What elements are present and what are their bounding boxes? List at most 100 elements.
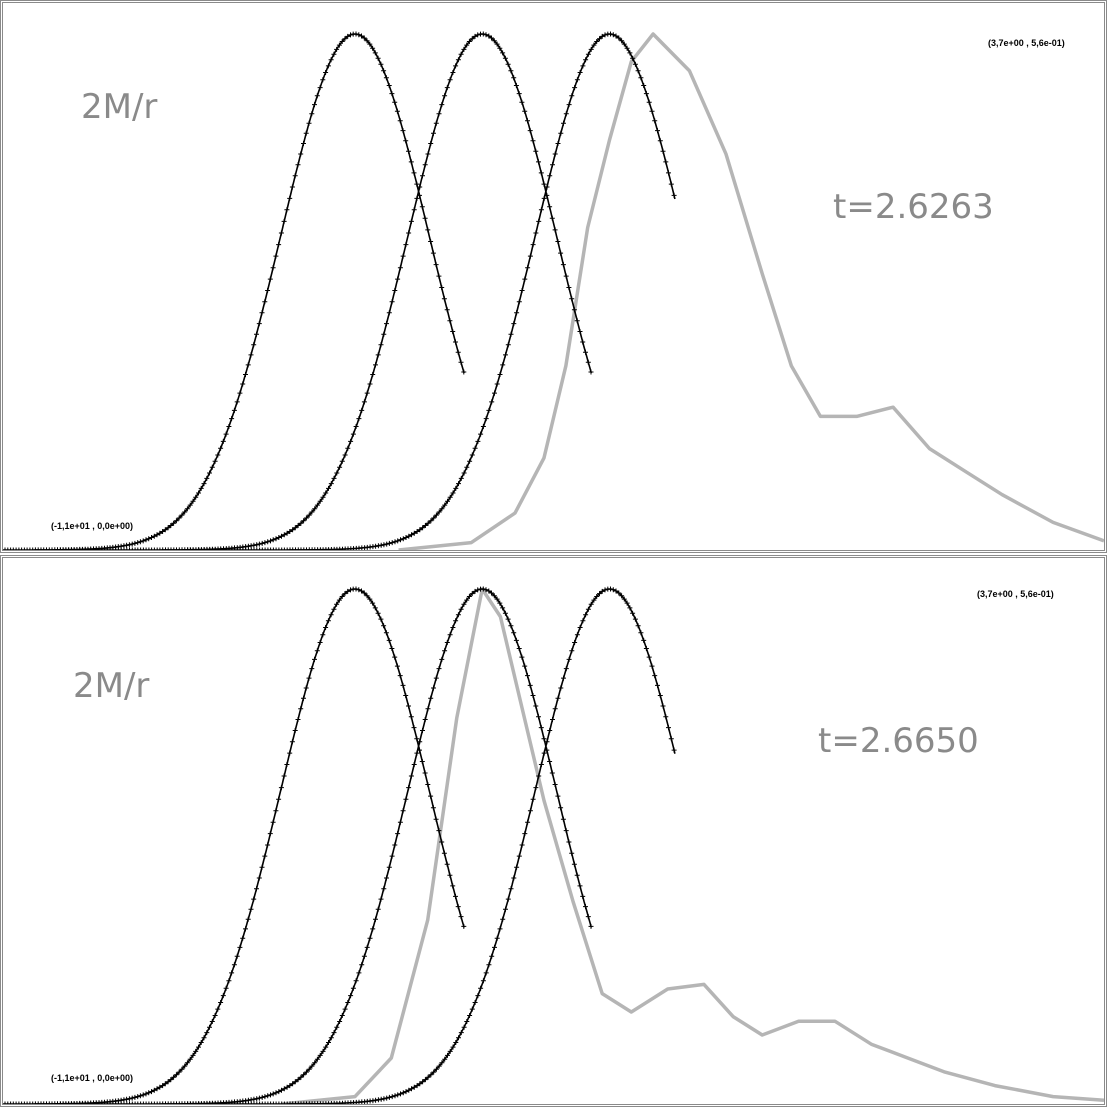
series-marker [433, 1066, 439, 1072]
series-marker [201, 481, 207, 487]
series-marker [547, 204, 553, 210]
series-marker [408, 714, 414, 720]
series-marker [342, 591, 348, 597]
series-marker [497, 926, 503, 932]
series-marker [453, 1040, 459, 1045]
series-marker [146, 1090, 152, 1096]
series-marker [256, 321, 262, 327]
series-marker [447, 1048, 453, 1054]
series-marker [649, 108, 655, 114]
series-marker [638, 630, 644, 636]
series-marker [400, 253, 406, 259]
series-marker [378, 342, 384, 348]
series-marker [348, 32, 353, 38]
series-marker [292, 1079, 298, 1085]
series-marker [124, 547, 130, 550]
series-marker [137, 1093, 143, 1099]
series-marker [118, 547, 124, 550]
plot-area-top [3, 31, 1104, 550]
series-marker [13, 547, 19, 550]
series-marker [273, 808, 279, 814]
series-marker [85, 547, 91, 550]
series-marker [389, 853, 395, 859]
series-marker [334, 1024, 340, 1030]
series-marker [301, 518, 307, 524]
series-marker [500, 362, 506, 368]
series-marker [126, 1096, 132, 1102]
series-marker [602, 32, 608, 38]
series-marker [420, 1079, 426, 1085]
series-marker [450, 625, 456, 630]
series-marker [367, 596, 373, 602]
series-marker [193, 1101, 199, 1104]
series-marker [339, 39, 345, 44]
series-marker [16, 547, 22, 550]
series-marker [461, 1024, 467, 1030]
series-marker [522, 663, 528, 669]
series-marker [563, 111, 569, 117]
series-marker [295, 523, 301, 528]
series-marker [58, 1101, 63, 1104]
time-annotation: t=2.6650 [818, 721, 979, 761]
series-marker [251, 342, 257, 348]
series-marker [93, 547, 99, 550]
series-marker [632, 616, 638, 622]
series-marker [320, 494, 326, 500]
series-marker [30, 547, 36, 550]
series-marker [486, 588, 492, 594]
series-marker [353, 424, 359, 429]
series-marker [173, 1072, 179, 1078]
series-marker [395, 1092, 401, 1098]
series-marker [292, 525, 298, 531]
series-marker [323, 490, 329, 496]
series-marker [464, 42, 470, 48]
series-marker [433, 512, 439, 518]
series-marker [262, 299, 268, 305]
series-marker [210, 547, 216, 550]
series-marker [367, 41, 373, 47]
series-marker [394, 108, 400, 114]
series-marker [450, 490, 456, 496]
series-marker [411, 1084, 417, 1090]
series-marker [290, 527, 296, 533]
series-marker [221, 1101, 227, 1104]
series-marker [525, 673, 530, 679]
series-marker [527, 128, 533, 134]
series-marker [491, 593, 497, 599]
series-marker [472, 445, 478, 451]
series-marker [199, 547, 204, 550]
series-marker [624, 600, 630, 606]
series-marker [375, 610, 381, 616]
series-marker [220, 993, 226, 999]
series-marker [312, 102, 317, 108]
series-marker [469, 452, 475, 458]
series-marker [240, 935, 246, 941]
series-marker [99, 547, 105, 550]
series-marker [21, 1101, 27, 1104]
series-marker [550, 162, 555, 168]
series-marker [411, 530, 417, 536]
series-marker [386, 637, 392, 643]
series-marker [395, 276, 401, 282]
series-marker [566, 102, 572, 108]
series-marker [303, 130, 309, 136]
series-marker [616, 590, 622, 596]
series-marker [422, 770, 428, 776]
series-marker [420, 525, 426, 531]
series-marker [588, 46, 594, 52]
series-line-2 [187, 588, 676, 1104]
series-marker [552, 782, 558, 787]
series-marker [323, 70, 329, 75]
series-marker [480, 978, 486, 984]
series-marker [478, 431, 484, 437]
series-marker [392, 539, 398, 545]
series-marker [193, 1048, 199, 1054]
series-marker [458, 1030, 464, 1036]
series-marker [331, 606, 337, 612]
series-marker [663, 714, 669, 720]
series-marker [536, 159, 541, 165]
series-marker [204, 1101, 210, 1104]
series-marker [563, 828, 569, 834]
series-marker [104, 547, 110, 550]
series-marker [533, 703, 539, 709]
